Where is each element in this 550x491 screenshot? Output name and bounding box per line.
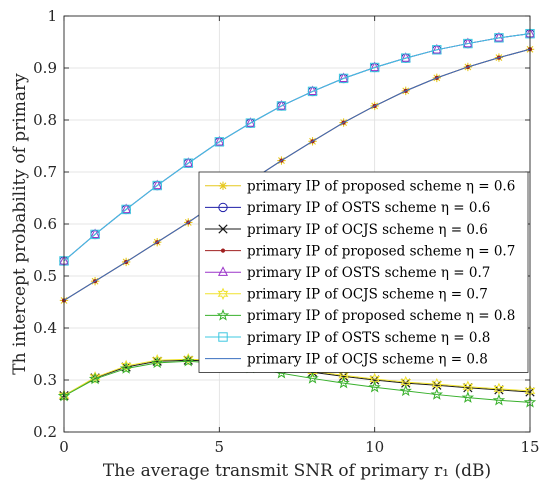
data-point <box>90 229 100 240</box>
legend-swatch-marker <box>216 308 230 321</box>
legend-label: primary IP of OCJS scheme η = 0.6 <box>247 222 488 238</box>
data-point <box>370 375 380 385</box>
data-point <box>119 362 133 374</box>
legend-entry: primary IP of proposed scheme η = 0.6 <box>205 179 515 195</box>
legend-label: primary IP of OSTS scheme η = 0.8 <box>247 330 490 346</box>
legend-label: primary IP of OCJS scheme η = 0.7 <box>247 287 488 303</box>
data-point <box>151 356 164 369</box>
data-point <box>369 62 380 73</box>
data-point <box>493 31 504 42</box>
series-7 <box>57 354 537 408</box>
series-line <box>63 48 531 301</box>
legend-label: primary IP of proposed scheme η = 0.7 <box>247 243 515 259</box>
data-point <box>306 371 319 384</box>
data-point <box>152 179 163 190</box>
data-point <box>492 393 506 406</box>
legend-box <box>198 171 529 373</box>
data-point <box>401 378 411 388</box>
data-point <box>90 228 101 239</box>
data-point <box>182 354 195 367</box>
data-point <box>432 380 442 390</box>
data-point <box>430 388 443 400</box>
data-point <box>89 371 101 384</box>
legend-label: primary IP of proposed scheme η = 0.8 <box>247 308 515 324</box>
legend-label: primary IP of OSTS scheme η = 0.6 <box>247 200 490 216</box>
legend-swatch-marker <box>217 287 229 301</box>
data-point <box>369 372 381 386</box>
data-point <box>494 385 504 395</box>
y-tick-label: 0.5 <box>33 267 57 285</box>
data-point <box>88 372 102 385</box>
legend-entry: primary IP of OSTS scheme η = 0.7 <box>205 265 490 281</box>
data-point <box>276 101 287 111</box>
legend-entry: primary IP of proposed scheme η = 0.7 <box>205 243 515 259</box>
data-point <box>338 73 349 84</box>
y-tick-label: 0.8 <box>33 111 57 129</box>
legend-swatch-marker <box>220 248 226 253</box>
y-tick-label: 0.2 <box>33 423 57 441</box>
data-point <box>461 391 475 403</box>
legend: primary IP of proposed scheme η = 0.6 pri… <box>198 171 529 373</box>
legend-label: primary IP of OSTS scheme η = 0.7 <box>247 265 490 281</box>
legend-entry: primary IP of OSTS scheme η = 0.6 <box>205 200 490 216</box>
data-point <box>494 33 504 43</box>
series-layer <box>57 27 537 408</box>
series-9 <box>63 48 531 301</box>
legend-entry: primary IP of OCJS scheme η = 0.8 <box>205 351 488 367</box>
data-point <box>182 352 194 366</box>
series-line <box>63 33 531 262</box>
x-axis-title: The average transmit SNR of primary r₁ (… <box>103 461 491 481</box>
data-point <box>463 383 473 393</box>
y-tick-label: 1 <box>47 7 57 25</box>
series-8 <box>59 28 535 266</box>
y-tick-label: 0.3 <box>33 371 57 389</box>
data-point <box>368 380 381 393</box>
y-axis-title: Th intercept probability of primary <box>10 73 30 375</box>
data-point <box>432 45 442 55</box>
data-point <box>399 384 412 397</box>
data-point <box>152 356 162 366</box>
y-tick-label: 0.7 <box>33 163 57 181</box>
ticks: 0 5 10 15 0.2 0.3 0.4 0.5 0.6 0.7 0.8 0.9 1 <box>33 7 539 456</box>
legend-swatch-marker <box>218 332 228 342</box>
data-point <box>245 118 256 128</box>
legend-entry: primary IP of OCJS scheme η = 0.6 <box>205 222 488 238</box>
x-tick-label: 10 <box>365 438 384 456</box>
data-point <box>401 53 411 63</box>
y-tick-label: 0.6 <box>33 215 57 233</box>
data-point <box>121 204 131 215</box>
legend-label: primary IP of proposed scheme η = 0.6 <box>247 179 515 195</box>
legend-swatch-marker <box>218 202 228 213</box>
legend-entry: primary IP of proposed scheme η = 0.8 <box>205 308 515 324</box>
data-point <box>337 376 350 389</box>
legend-entry: primary IP of OCJS scheme η = 0.7 <box>205 287 488 303</box>
x-tick-label: 15 <box>520 438 539 456</box>
legend-entry: primary IP of OSTS scheme η = 0.8 <box>205 330 490 346</box>
data-point <box>463 38 473 49</box>
data-point <box>152 180 162 191</box>
data-point <box>338 371 349 381</box>
x-tick-label: 5 <box>215 438 225 456</box>
x-tick-label: 0 <box>59 438 69 456</box>
data-point <box>183 158 193 168</box>
legend-swatch-marker <box>217 266 229 276</box>
y-tick-label: 0.4 <box>33 319 57 337</box>
data-point <box>214 137 225 147</box>
legend-swatch-marker <box>218 224 228 234</box>
legend-label: primary IP of OCJS scheme η = 0.8 <box>247 351 488 367</box>
data-point <box>121 203 132 214</box>
data-point <box>307 86 318 97</box>
legend-swatch-marker <box>218 181 228 190</box>
series-line <box>63 360 531 403</box>
y-tick-label: 0.9 <box>33 59 57 77</box>
